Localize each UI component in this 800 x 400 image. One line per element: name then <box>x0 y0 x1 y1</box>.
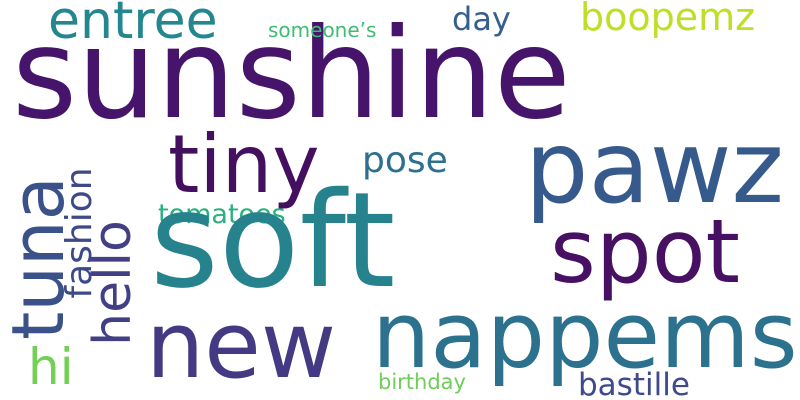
word-nappems: nappems <box>372 282 798 389</box>
word-new: new <box>146 292 337 399</box>
word-someones: someone’s <box>268 18 377 42</box>
word-pawz: pawz <box>525 109 785 226</box>
word-tiny: tiny <box>168 118 320 211</box>
word-pose: pose <box>362 140 448 181</box>
word-hello: hello <box>83 220 143 346</box>
word-hi: hi <box>28 338 74 396</box>
word-spot: spot <box>550 200 741 303</box>
word-sunshine: sunshine <box>12 2 571 147</box>
word-bastille: bastille <box>578 367 690 400</box>
word-day: day <box>452 0 511 38</box>
word-boopemz: boopemz <box>580 0 756 39</box>
word-entree: entree <box>48 0 218 51</box>
word-tomatoes: tomatoes <box>158 199 286 230</box>
word-soft: soft <box>150 164 396 318</box>
word-birthday: birthday <box>378 370 466 394</box>
